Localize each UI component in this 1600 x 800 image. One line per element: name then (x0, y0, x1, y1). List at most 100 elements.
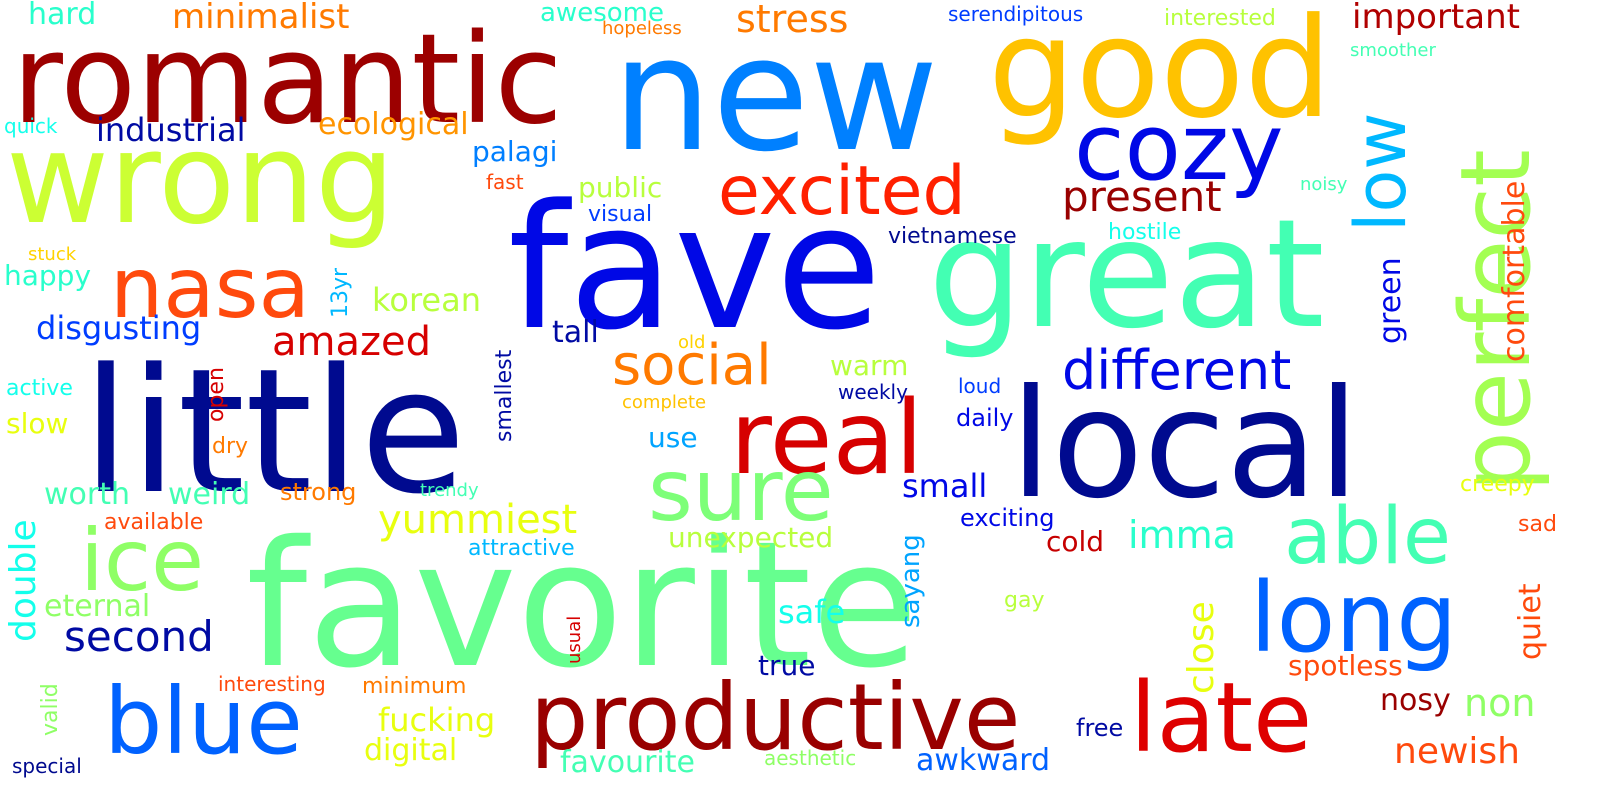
word: wrong (6, 105, 396, 252)
word: interested (1164, 6, 1276, 31)
word: disgusting (36, 309, 202, 347)
word: second (64, 612, 214, 661)
word: ecological (318, 107, 469, 142)
word: dry (212, 434, 249, 459)
word: ice (80, 511, 205, 611)
word: low (1340, 112, 1422, 232)
word: attractive (468, 536, 575, 561)
word: different (1062, 339, 1292, 402)
word: true (758, 649, 816, 682)
word: active (6, 376, 73, 401)
word: little (82, 331, 467, 532)
word: non (1464, 681, 1536, 725)
word: usual (564, 615, 585, 664)
word: nasa (110, 239, 310, 337)
word: smallest (492, 349, 517, 442)
word: serendipitous (948, 2, 1084, 26)
word: exciting (960, 504, 1055, 532)
word: awkward (916, 743, 1051, 778)
word: aesthetic (764, 746, 857, 770)
word: free (1076, 714, 1124, 742)
word: weekly (838, 380, 908, 404)
word: long (1250, 562, 1458, 674)
word: hostile (1108, 220, 1182, 245)
word: sad (1518, 512, 1557, 537)
word: use (648, 421, 698, 454)
word: real (730, 379, 924, 498)
word: creepy (1460, 472, 1535, 497)
word: imma (1128, 513, 1236, 557)
word: unexpected (668, 521, 834, 554)
word: quick (4, 114, 58, 138)
word: green (1373, 257, 1408, 344)
word: nosy (1380, 683, 1451, 718)
word: able (1284, 492, 1451, 582)
word: cold (1046, 525, 1105, 558)
word: industrial (96, 111, 246, 149)
word: double (3, 519, 44, 642)
word: blue (104, 668, 303, 775)
word: cozy (1074, 94, 1284, 201)
word: comfortable (1497, 180, 1532, 362)
word: palagi (472, 135, 558, 168)
word: social (612, 333, 772, 398)
word: tall (552, 315, 599, 350)
word: small (902, 467, 988, 505)
word: newish (1394, 731, 1520, 772)
word: hard (28, 0, 97, 32)
word: quiet (1513, 583, 1548, 660)
word: safe (778, 593, 846, 631)
word: fucking (378, 701, 496, 739)
word: happy (4, 259, 92, 292)
word: hopeless (602, 18, 682, 39)
word: awesome (540, 0, 664, 28)
word: amazed (272, 319, 431, 365)
word: digital (364, 733, 458, 768)
word: sure (648, 441, 834, 541)
word: sayang (896, 534, 926, 628)
word: spotless (1288, 649, 1403, 682)
word: excited (718, 152, 966, 231)
word: public (578, 171, 663, 204)
word: weird (168, 477, 251, 512)
word: present (1062, 172, 1222, 221)
word: complete (622, 392, 707, 413)
word: favorite (246, 504, 919, 707)
word: local (1010, 358, 1360, 532)
word: korean (372, 281, 481, 319)
word: smoother (1350, 40, 1436, 61)
word: noisy (1300, 174, 1348, 195)
word: trendy (420, 480, 479, 501)
word: minimalist (172, 0, 350, 37)
word: vietnamese (888, 224, 1017, 249)
word: daily (956, 404, 1014, 432)
word: warm (830, 349, 909, 382)
word: loud (958, 374, 1002, 398)
word: good (988, 0, 1333, 149)
word: romantic (12, 8, 563, 152)
word: fast (486, 170, 524, 194)
word: old (678, 332, 706, 353)
word: slow (6, 407, 69, 440)
word: fave (508, 167, 882, 368)
word: available (104, 510, 204, 535)
word: productive (530, 664, 1021, 771)
word: late (1130, 662, 1313, 774)
word: valid (38, 683, 63, 736)
word: favourite (560, 745, 695, 780)
word: open (204, 367, 229, 422)
word: worth (44, 477, 131, 512)
word: close (1181, 601, 1222, 694)
word: important (1352, 0, 1520, 37)
word: 13yr (328, 267, 353, 318)
word: special (12, 754, 82, 778)
word: minimum (362, 674, 467, 699)
word: great (928, 188, 1325, 362)
word: interesting (218, 672, 326, 696)
word: yummiest (378, 497, 578, 543)
word: new (612, 3, 939, 187)
word: eternal (44, 589, 151, 624)
word: stress (736, 0, 849, 41)
word: stuck (28, 244, 77, 265)
